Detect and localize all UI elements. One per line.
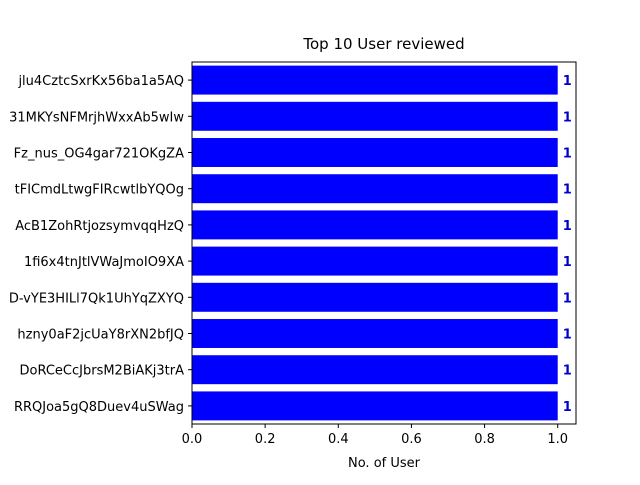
bar-value-label: 1 [563,291,572,306]
bar [192,65,558,95]
bar [192,174,558,204]
y-tick-label: 1fi6x4tnJtlVWaJmoIO9XA [24,255,184,270]
bar-value-label: 1 [563,364,572,379]
bar-value-label: 1 [563,147,572,162]
y-tick-label: Fz_nus_OG4gar721OKgZA [14,147,184,162]
bar [192,246,558,276]
bar [192,138,558,167]
x-axis-ticks: 0.0 0.2 0.4 0.6 0.8 1.0 [182,424,568,447]
bar-value-label: 1 [563,110,572,125]
y-tick-label: tFICmdLtwgFIRcwtlbYQOg [15,183,184,198]
y-tick-label: AcB1ZohRtjozsymvqqHzQ [15,219,184,234]
bar [192,210,558,240]
x-tick-label: 1.0 [547,432,568,447]
y-tick-label: jlu4CztcSxrKx56ba1a5AQ [17,74,184,89]
bar-labels-group: 1 1 1 1 1 1 1 1 1 1 [563,74,572,415]
bar-value-label: 1 [563,328,572,343]
bar [192,282,558,312]
x-axis-label: No. of User [348,456,421,471]
y-tick-label: RRQJoa5gQ8Duev4uSWag [14,400,184,415]
x-tick-label: 0.6 [401,432,422,447]
y-tick-label: D-vYE3HILl7Qk1UhYqZXYQ [9,291,184,306]
bar [192,391,558,421]
x-tick-label: 0.2 [255,432,276,447]
x-tick-label: 0.8 [474,432,495,447]
bar [192,101,558,131]
y-tick-label: DoRCeCcJbrsM2BiAKj3trA [19,364,184,379]
x-tick-label: 0.4 [328,432,349,447]
bar-value-label: 1 [563,255,572,270]
plot-frame [191,61,577,425]
x-tick-label: 0.0 [182,432,203,447]
bar-value-label: 1 [563,74,572,89]
bar [192,355,558,385]
bar-value-label: 1 [563,183,572,198]
bar-value-label: 1 [563,219,572,234]
y-tick-label: 31MKYsNFMrjhWxxAb5wIw [9,110,184,125]
bar [192,319,558,348]
chart-title: Top 10 User reviewed [302,35,464,53]
y-axis-ticks: jlu4CztcSxrKx56ba1a5AQ 31MKYsNFMrjhWxxAb5… [9,74,192,415]
bars-group [192,65,558,421]
y-tick-label: hzny0aF2jcUaY8rXN2bfJQ [17,328,184,343]
bar-value-label: 1 [563,400,572,415]
